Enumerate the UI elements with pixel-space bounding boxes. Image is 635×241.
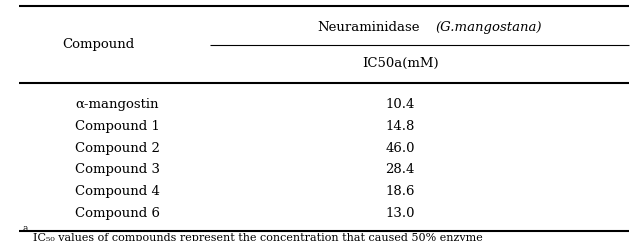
Text: 46.0: 46.0	[385, 142, 415, 155]
Text: Compound 2: Compound 2	[75, 142, 160, 155]
Text: α-mangostin: α-mangostin	[76, 98, 159, 111]
Text: IC₅₀ values of compounds represent the concentration that caused 50% enzyme: IC₅₀ values of compounds represent the c…	[33, 233, 483, 241]
Text: Compound 1: Compound 1	[75, 120, 160, 133]
Text: 14.8: 14.8	[385, 120, 415, 133]
Text: 28.4: 28.4	[385, 163, 415, 176]
Text: IC50a(mM): IC50a(mM)	[362, 57, 438, 70]
Text: Compound 3: Compound 3	[75, 163, 160, 176]
Text: Compound: Compound	[62, 38, 135, 51]
Text: Compound 6: Compound 6	[75, 207, 160, 220]
Text: 13.0: 13.0	[385, 207, 415, 220]
Text: Compound 4: Compound 4	[75, 185, 160, 198]
Text: 18.6: 18.6	[385, 185, 415, 198]
Text: Neuraminidase: Neuraminidase	[317, 21, 420, 34]
Text: 10.4: 10.4	[385, 98, 415, 111]
Text: (G.mangostana): (G.mangostana)	[436, 21, 542, 34]
Text: a: a	[22, 224, 27, 233]
